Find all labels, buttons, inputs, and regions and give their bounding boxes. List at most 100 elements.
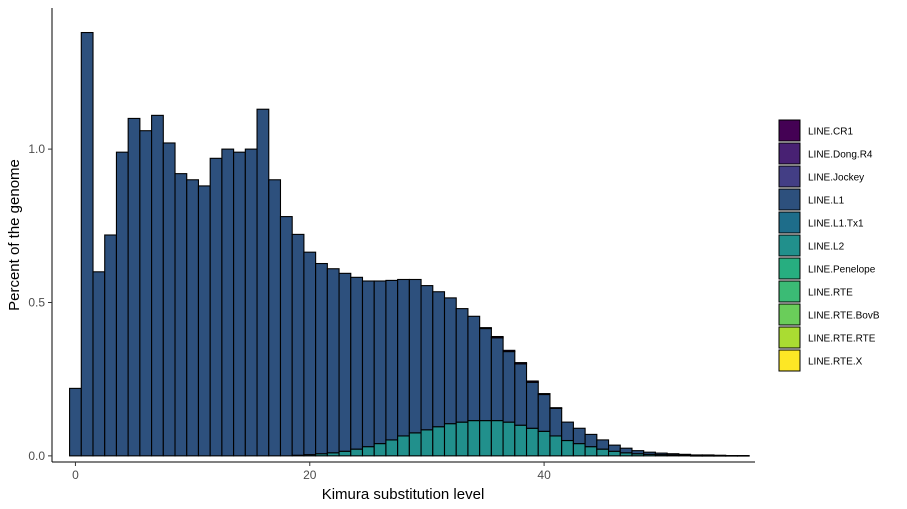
legend-label: LINE.CR1 bbox=[808, 127, 853, 138]
bar-line-l2-23 bbox=[338, 450, 352, 457]
bar-line-cr1-41 bbox=[549, 407, 563, 409]
bar-line-l1-31 bbox=[432, 291, 446, 428]
legend-key-line-l1-tx1 bbox=[778, 211, 801, 234]
bar-line-l1-8 bbox=[162, 142, 176, 457]
bar-line-l1-48 bbox=[631, 450, 645, 455]
y-tick-label: 0.0 bbox=[28, 449, 45, 463]
y-tick-label: 1.0 bbox=[28, 142, 45, 156]
bar-line-l1-33 bbox=[455, 308, 469, 423]
bar-line-l1-2 bbox=[92, 271, 106, 457]
bar-line-l1-7 bbox=[151, 114, 164, 457]
bar-line-l1-36 bbox=[490, 337, 504, 422]
x-ticks: 0 20 40 bbox=[72, 462, 551, 482]
legend-key-line-jockey bbox=[778, 165, 801, 188]
bar-line-l1-51 bbox=[666, 453, 680, 456]
legend-label: LINE.Penelope bbox=[808, 265, 876, 276]
bar-line-cr1-39 bbox=[525, 380, 539, 383]
bar-line-l1-6 bbox=[139, 130, 153, 457]
bar-line-l1-26 bbox=[373, 280, 387, 445]
legend-key-line-dong-r4 bbox=[778, 142, 801, 165]
bar-line-l1-21 bbox=[315, 262, 328, 455]
bar-line-l1-40 bbox=[537, 393, 551, 432]
bar-line-l1-47 bbox=[619, 447, 633, 454]
legend-label: LINE.RTE.BovB bbox=[808, 311, 880, 322]
legend-key-line-rte bbox=[778, 280, 801, 303]
bar-line-l2-33 bbox=[455, 421, 469, 457]
bar-line-l2-29 bbox=[408, 432, 422, 457]
bar-line-cr1-36 bbox=[490, 335, 504, 339]
bar-line-l1-12 bbox=[209, 157, 223, 457]
legend-key-line-rte-rte bbox=[778, 326, 801, 349]
bar-line-l1-41 bbox=[549, 407, 563, 437]
legend-key-line-penelope bbox=[778, 257, 801, 280]
bar-line-l1-19 bbox=[291, 233, 305, 456]
bar-line-l1-24 bbox=[350, 276, 364, 450]
bar-line-l1-53 bbox=[690, 454, 703, 457]
legend-key-line-cr1 bbox=[778, 119, 801, 142]
bar-line-l1-42 bbox=[561, 421, 574, 442]
bar-line-l2-25 bbox=[361, 446, 375, 457]
x-axis-title: Kimura substitution level bbox=[322, 486, 485, 503]
bar-line-l1-30 bbox=[420, 285, 434, 431]
bar-line-l2-35 bbox=[479, 420, 492, 457]
bar-line-l2-44 bbox=[584, 446, 598, 457]
bar-line-l2-32 bbox=[443, 423, 457, 457]
bar-line-l1-5 bbox=[127, 117, 141, 457]
legend-label: LINE.RTE.X bbox=[808, 357, 863, 368]
bar-line-l2-30 bbox=[420, 429, 434, 457]
bar-line-l1-13 bbox=[221, 148, 235, 457]
bar-line-cr1-40 bbox=[537, 393, 551, 396]
bar-line-l2-37 bbox=[502, 421, 516, 457]
bar-line-l1-3 bbox=[104, 234, 117, 457]
bar-line-l1-4 bbox=[115, 151, 129, 457]
bar-line-l2-46 bbox=[607, 450, 621, 457]
bar-line-l1-55 bbox=[713, 454, 727, 457]
bar-line-l1-29 bbox=[408, 278, 422, 434]
bar-line-l2-41 bbox=[549, 435, 563, 457]
y-ticks: 0.0 0.5 1.0 bbox=[28, 142, 52, 463]
plot-area bbox=[69, 31, 750, 457]
legend-label: LINE.Dong.R4 bbox=[808, 150, 873, 161]
bar-line-l2-40 bbox=[537, 430, 551, 457]
bar-line-l1-54 bbox=[701, 454, 715, 457]
bar-line-l1-50 bbox=[654, 452, 668, 456]
bar-line-l1-44 bbox=[584, 433, 598, 448]
bar-line-l1-11 bbox=[197, 185, 211, 457]
bar-line-l2-34 bbox=[467, 420, 481, 457]
bar-line-l1-43 bbox=[572, 427, 586, 445]
bar-line-l2-28 bbox=[397, 435, 410, 457]
axes bbox=[51, 8, 755, 463]
bar-line-l1-34 bbox=[467, 315, 481, 422]
bar-line-l1-0 bbox=[69, 387, 82, 457]
bar-line-l1-23 bbox=[338, 272, 352, 452]
bar-line-l2-31 bbox=[432, 426, 446, 457]
legend-key-line-rte-bovb bbox=[778, 303, 801, 326]
bar-line-l1-22 bbox=[326, 268, 340, 454]
bar-line-l1-1 bbox=[80, 31, 94, 457]
bar-line-l1-35 bbox=[479, 328, 492, 422]
bar-line-l1-17 bbox=[268, 179, 282, 457]
bar-line-l2-26 bbox=[373, 443, 387, 457]
bar-line-l1-9 bbox=[174, 173, 188, 457]
legend-key-line-rte-x bbox=[778, 349, 801, 372]
bar-line-cr1-37 bbox=[502, 349, 516, 353]
legend-label: LINE.RTE.RTE bbox=[808, 334, 876, 345]
x-tick-label: 0 bbox=[72, 468, 79, 482]
bar-line-l1-45 bbox=[596, 439, 610, 450]
bar-line-l1-46 bbox=[607, 444, 621, 452]
bar-line-l1-25 bbox=[361, 280, 375, 448]
bar-line-l2-43 bbox=[572, 443, 586, 457]
x-tick-label: 20 bbox=[303, 468, 317, 482]
bar-line-l1-49 bbox=[643, 451, 656, 455]
bar-line-l2-36 bbox=[490, 420, 504, 457]
bar-line-l1-56 bbox=[725, 455, 738, 457]
legend-label: LINE.L1 bbox=[808, 196, 845, 207]
legend-label: LINE.L2 bbox=[808, 242, 845, 253]
bar-line-l1-37 bbox=[502, 351, 516, 423]
bar-line-l2-42 bbox=[561, 439, 574, 457]
legend-key-line-l1 bbox=[778, 188, 801, 211]
legend-key-line-l2 bbox=[778, 234, 801, 257]
legend: LINE.CR1 LINE.Dong.R4 LINE.Jockey LINE.L1 LI… bbox=[778, 119, 880, 372]
legend-label: LINE.L1.Tx1 bbox=[808, 219, 864, 230]
